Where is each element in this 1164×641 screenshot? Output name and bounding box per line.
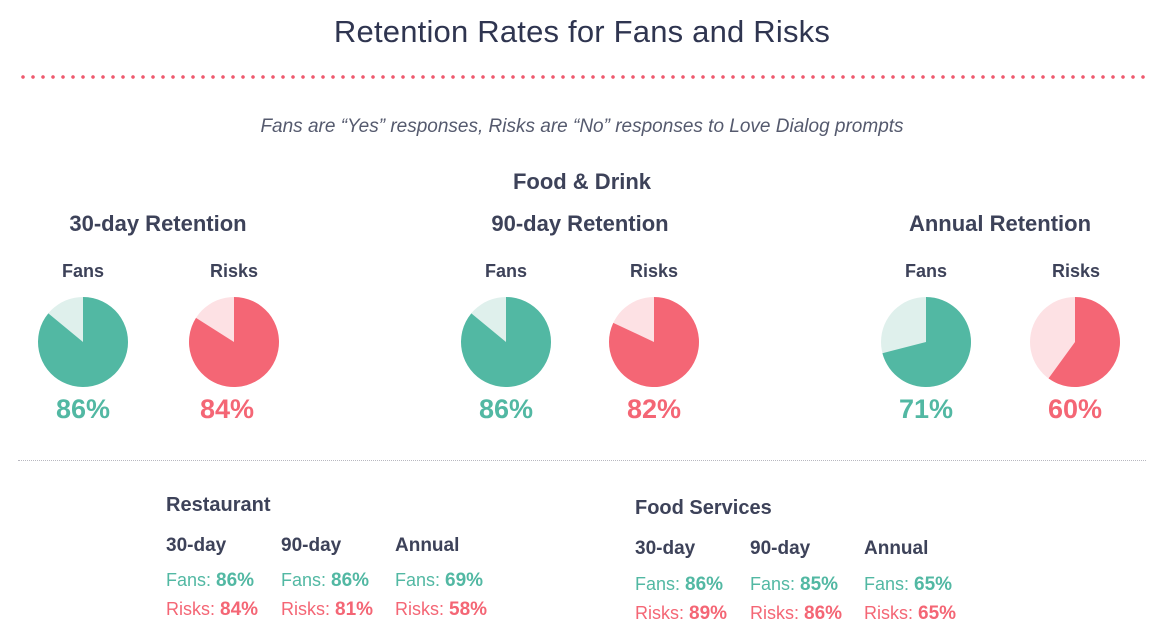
section-title: Food & Drink — [512, 169, 652, 194]
col-head-foodservices-90day: 90-day — [750, 538, 811, 559]
pie-risks-30day — [189, 297, 280, 387]
pie-fans-90day — [461, 297, 552, 387]
col-head-foodservices-30day: 30-day — [635, 538, 696, 559]
breakdown-title-food-services: Food Services — [635, 497, 772, 519]
pct-risks-annual: 60% — [1047, 394, 1103, 424]
stat-foodservices-annual-risks: Risks: 65% — [864, 603, 957, 624]
section-separator — [18, 460, 1146, 461]
stat-restaurant-90day-risks: Risks: 81% — [281, 599, 374, 620]
col-head-restaurant-90day: 90-day — [281, 535, 342, 556]
pie-label-risks-annual: Risks — [1051, 261, 1101, 281]
pct-risks-90day: 82% — [626, 394, 682, 424]
col-head-restaurant-annual: Annual — [395, 535, 460, 556]
stat-foodservices-90day-fans: Fans: 85% — [750, 574, 839, 595]
stat-restaurant-annual-fans: Fans: 69% — [395, 570, 484, 591]
stat-restaurant-30day-fans: Fans: 86% — [166, 570, 255, 591]
col-head-foodservices-annual: Annual — [864, 538, 929, 559]
stat-foodservices-90day-risks: Risks: 86% — [750, 603, 843, 624]
pie-fans-annual-value-slice — [882, 297, 971, 387]
pie-label-fans-annual: Fans — [904, 261, 947, 281]
breakdown-title-restaurant: Restaurant — [166, 494, 271, 516]
subtitle: Fans are “Yes” responses, Risks are “No”… — [260, 116, 904, 137]
pie-label-fans-30day: Fans — [61, 261, 104, 281]
stat-foodservices-annual-fans: Fans: 65% — [864, 574, 953, 595]
pie-fans-annual — [881, 297, 971, 387]
group-title-annual: Annual Retention — [908, 211, 1092, 236]
pie-label-risks-30day: Risks — [209, 261, 259, 281]
group-title-90day: 90-day Retention — [491, 211, 669, 236]
pct-fans-90day: 86% — [478, 394, 534, 424]
col-head-restaurant-30day: 30-day — [166, 535, 227, 556]
page-title: Retention Rates for Fans and Risks — [333, 14, 831, 49]
pct-fans-30day: 86% — [55, 394, 111, 424]
dotted-divider — [18, 75, 1146, 79]
pct-fans-annual: 71% — [898, 394, 954, 424]
pie-risks-30day-value-slice — [189, 297, 280, 387]
pie-fans-90day-value-slice — [461, 297, 552, 387]
pie-risks-annual-value-slice — [1048, 297, 1120, 387]
group-title-30day: 30-day Retention — [69, 211, 247, 236]
pie-risks-90day-value-slice — [608, 297, 699, 387]
pie-fans-30day — [38, 297, 129, 387]
pie-fans-30day-value-slice — [38, 297, 129, 387]
stat-foodservices-30day-fans: Fans: 86% — [635, 574, 724, 595]
stat-restaurant-30day-risks: Risks: 84% — [166, 599, 259, 620]
pie-label-risks-90day: Risks — [629, 261, 679, 281]
pie-label-fans-90day: Fans — [484, 261, 527, 281]
stat-foodservices-30day-risks: Risks: 89% — [635, 603, 728, 624]
pie-risks-annual — [1030, 297, 1120, 387]
pie-risks-90day — [608, 297, 699, 387]
pct-risks-30day: 84% — [199, 394, 255, 424]
stat-restaurant-annual-risks: Risks: 58% — [395, 599, 488, 620]
stat-restaurant-90day-fans: Fans: 86% — [281, 570, 370, 591]
